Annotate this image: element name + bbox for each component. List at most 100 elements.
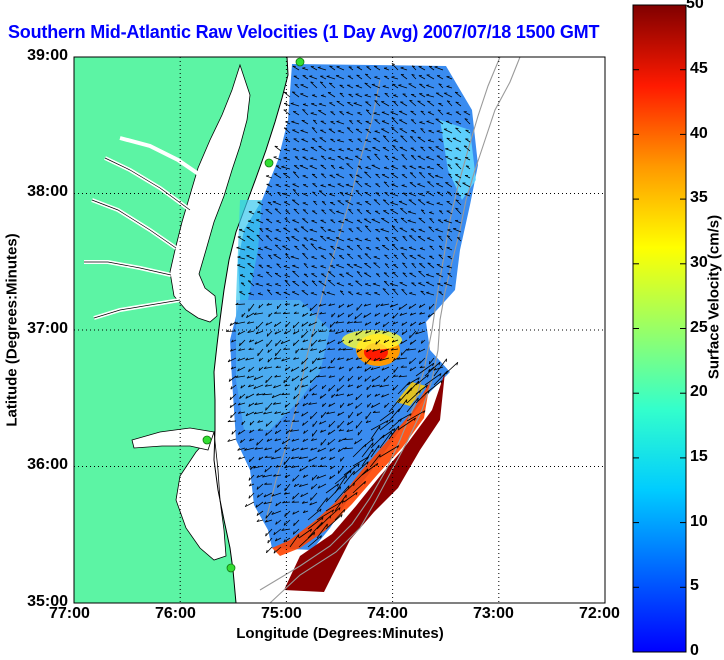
velocity-vector-head bbox=[356, 281, 359, 282]
lat-tick: 38:00 bbox=[27, 183, 68, 201]
velocity-vector-head bbox=[376, 238, 379, 239]
lon-tick: 72:00 bbox=[579, 605, 620, 623]
velocity-vector-head bbox=[302, 219, 305, 220]
colorbar-tick-label: 5 bbox=[690, 577, 699, 595]
velocity-vector-head bbox=[419, 194, 422, 195]
lat-tick: 39:00 bbox=[27, 47, 68, 65]
colorbar-tick-label: 10 bbox=[690, 513, 708, 531]
colorbar-tick-label: 15 bbox=[690, 448, 708, 466]
velocity-vector-head bbox=[357, 228, 360, 229]
velocity-vector-head bbox=[276, 425, 277, 428]
velocity-vector-head bbox=[340, 405, 341, 408]
velocity-vector-head bbox=[365, 140, 368, 141]
velocity-vector-head bbox=[258, 353, 259, 356]
velocity-vector-head bbox=[356, 149, 359, 150]
velocity-vector-head bbox=[419, 264, 422, 265]
lon-tick: 76:00 bbox=[155, 605, 196, 623]
velocity-vector-head bbox=[331, 112, 334, 113]
velocity-vector-head bbox=[340, 112, 343, 113]
velocity-vector-head bbox=[349, 229, 352, 230]
velocity-vector-head bbox=[337, 247, 340, 248]
lon-tick: 77:00 bbox=[49, 605, 90, 623]
velocity-vector-head bbox=[374, 256, 377, 257]
radar-station bbox=[227, 564, 235, 572]
velocity-vector-head bbox=[341, 459, 342, 462]
velocity-vector-head bbox=[302, 282, 305, 283]
velocity-vector-head bbox=[400, 398, 401, 401]
lon-tick: 73:00 bbox=[473, 605, 514, 623]
colorbar bbox=[633, 5, 686, 652]
colorbar-tick-label: 0 bbox=[690, 642, 699, 660]
velocity-vector-head bbox=[393, 95, 396, 96]
velocity-vector-head bbox=[304, 396, 305, 399]
velocity-vector-head bbox=[354, 471, 355, 474]
velocity-vector-head bbox=[427, 121, 430, 122]
velocity-vector-head bbox=[393, 140, 396, 141]
colorbar-tick-label: 40 bbox=[690, 125, 708, 143]
velocity-vector-head bbox=[339, 167, 342, 168]
velocity-vector-head bbox=[429, 361, 430, 364]
velocity-vector-head bbox=[327, 237, 330, 238]
velocity-vector-head bbox=[296, 350, 297, 353]
velocity-vector-head bbox=[444, 283, 447, 284]
velocity-vector-head bbox=[240, 275, 243, 276]
velocity-vector-head bbox=[375, 120, 378, 121]
velocity-vector-head bbox=[258, 248, 261, 249]
velocity-vector-head bbox=[356, 425, 357, 428]
velocity-vector-head bbox=[429, 212, 432, 213]
velocity-vector-head bbox=[313, 184, 316, 185]
velocity-vector-head bbox=[309, 76, 312, 77]
velocity-vector-head bbox=[375, 131, 378, 132]
velocity-vector-head bbox=[328, 272, 331, 273]
velocity-vector-head bbox=[366, 293, 369, 294]
velocity-vector-head bbox=[267, 344, 268, 347]
velocity-vector-head bbox=[311, 293, 314, 294]
velocity-vector-head bbox=[365, 83, 368, 84]
y-axis-label: Latitude (Degrees:Minutes) bbox=[4, 233, 21, 426]
lon-tick: 75:00 bbox=[261, 605, 302, 623]
velocity-vector-head bbox=[347, 164, 350, 165]
lon-tick: 74:00 bbox=[367, 605, 408, 623]
colorbar-label: Surface Velocity (cm/s) bbox=[706, 215, 723, 379]
velocity-vector-head bbox=[435, 229, 438, 230]
velocity-vector-head bbox=[347, 148, 350, 149]
radar-station bbox=[203, 436, 211, 444]
velocity-vector-head bbox=[445, 148, 448, 149]
lat-tick: 37:00 bbox=[27, 320, 68, 338]
velocity-vector-head bbox=[426, 85, 429, 86]
velocity-vector-head bbox=[439, 292, 442, 293]
velocity-vector-head bbox=[321, 442, 322, 445]
velocity-vector-head bbox=[301, 130, 304, 131]
colorbar-tick-label: 45 bbox=[690, 60, 708, 78]
lat-tick: 36:00 bbox=[27, 456, 68, 474]
velocity-vector-head bbox=[401, 218, 404, 219]
velocity-vector-head bbox=[427, 182, 430, 183]
velocity-vector-head bbox=[338, 230, 341, 231]
colorbar-tick-label: 35 bbox=[690, 189, 708, 207]
velocity-vector-head bbox=[428, 263, 431, 264]
velocity-vector-head bbox=[338, 130, 341, 131]
velocity-vector-head bbox=[409, 236, 412, 237]
velocity-vector-head bbox=[266, 176, 269, 177]
radar-station bbox=[296, 58, 304, 66]
colorbar-tick-label: 50 bbox=[686, 0, 704, 13]
velocity-vector-head bbox=[437, 164, 440, 165]
velocity-vector-head bbox=[242, 422, 243, 425]
velocity-vector-head bbox=[285, 275, 288, 276]
velocity-vector bbox=[226, 331, 236, 332]
velocity-vector-head bbox=[292, 265, 295, 266]
velocity-vector-head bbox=[284, 462, 285, 465]
velocity-vector-head bbox=[257, 212, 260, 213]
velocity-vector-head bbox=[368, 404, 369, 407]
velocity-vector-head bbox=[381, 229, 384, 230]
velocity-vector-head bbox=[380, 454, 381, 457]
velocity-vector-head bbox=[373, 443, 374, 446]
velocity-vector-head bbox=[409, 247, 412, 248]
velocity-vector-head bbox=[331, 360, 332, 363]
velocity-vector-head bbox=[313, 361, 314, 364]
radar-station bbox=[265, 159, 273, 167]
velocity-vector-head bbox=[311, 257, 314, 258]
velocity-vector-head bbox=[336, 211, 339, 212]
velocity-vector-head bbox=[426, 157, 429, 158]
